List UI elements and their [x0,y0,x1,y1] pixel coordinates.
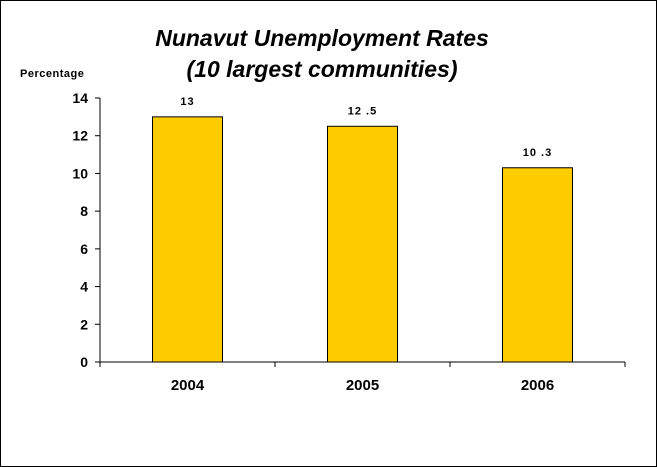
chart-title-line-1: Nunavut Unemployment Rates [155,25,489,51]
y-tick-label: 6 [80,241,88,257]
y-axis-label: Percentage [20,68,84,80]
y-tick-label: 12 [72,128,88,144]
y-tick-label: 4 [80,279,88,295]
chart-title-line-2: (10 largest communities) [187,56,458,82]
y-tick-label: 2 [80,316,88,332]
bar-data-label: 10 .3 [523,147,552,159]
plot-area: 0 2 4 6 8 10 12 14 13 2004 12 .5 2005 10 .3 2006 [72,90,626,394]
bar-data-label: 13 [180,96,194,108]
x-category-label: 2006 [521,377,554,394]
y-tick-label: 8 [80,203,88,219]
x-category-label: 2005 [346,377,379,394]
y-tick-label: 14 [72,90,88,106]
x-category-label: 2004 [171,377,205,394]
bar-data-label: 12 .5 [348,105,377,117]
y-tick-label: 0 [80,354,88,370]
bar [502,167,573,363]
y-tick-label: 10 [72,165,88,181]
bar [327,125,398,363]
bar [152,116,223,363]
